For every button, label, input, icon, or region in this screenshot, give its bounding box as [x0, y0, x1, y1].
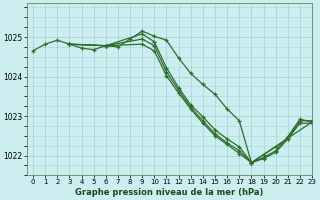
X-axis label: Graphe pression niveau de la mer (hPa): Graphe pression niveau de la mer (hPa): [75, 188, 264, 197]
